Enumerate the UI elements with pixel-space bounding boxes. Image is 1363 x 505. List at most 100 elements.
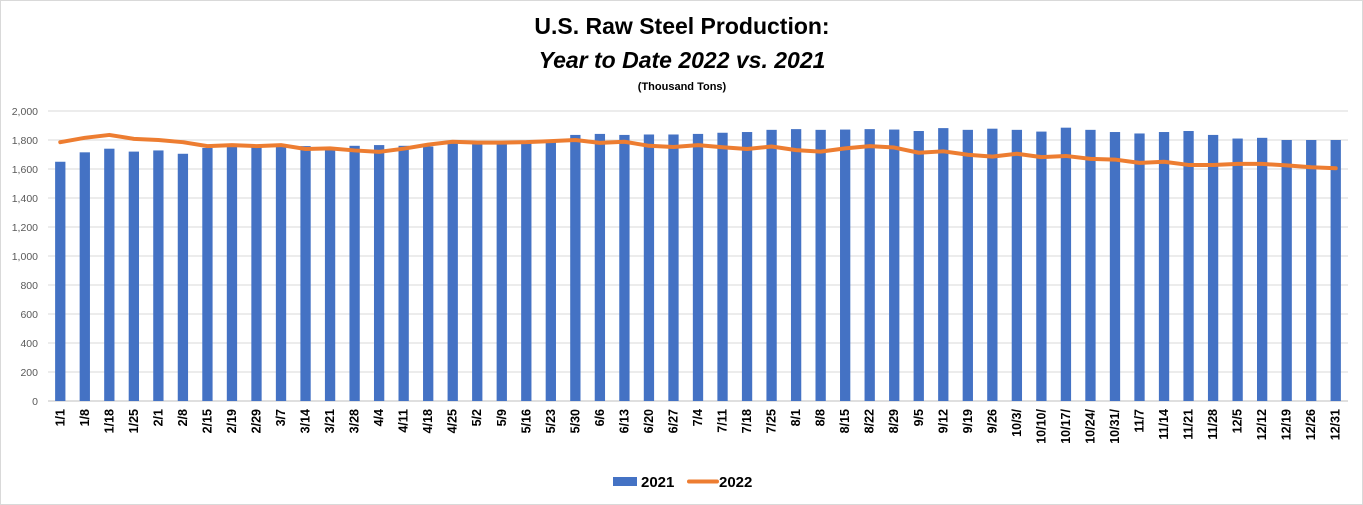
x-tick-label: 12/31 <box>1329 409 1343 440</box>
legend: 2021 2022 <box>613 474 752 491</box>
y-tick-label: 0 <box>32 396 38 408</box>
x-tick-label: 9/26 <box>985 409 999 433</box>
legend-label-2022: 2022 <box>719 474 752 491</box>
x-tick-label: 1/1 <box>53 409 67 426</box>
line-2022 <box>58 132 1338 171</box>
bar-2021 <box>741 132 753 401</box>
bar-2021 <box>717 132 728 401</box>
x-tick-label: 8/29 <box>887 409 901 433</box>
x-tick-label: 12/19 <box>1280 409 1294 440</box>
line-2022-path <box>58 132 1338 171</box>
x-tick-label: 8/8 <box>814 409 828 426</box>
x-tick-label: 12/26 <box>1304 409 1318 440</box>
bar-2021 <box>913 131 924 401</box>
x-tick-label: 11/28 <box>1206 409 1220 440</box>
x-tick-label: 2/15 <box>200 409 214 433</box>
x-tick-label: 1/18 <box>102 409 116 433</box>
chart-title-line1: U.S. Raw Steel Production: <box>534 13 829 39</box>
x-tick-label: 10/31/ <box>1108 408 1122 443</box>
x-tick-label: 4/25 <box>446 409 460 433</box>
bar-2021 <box>79 152 90 401</box>
bar-2021 <box>987 128 998 401</box>
x-axis-ticks: 1/1 1/8 1/18 1/25 2/1 2/8 2/15 2/19 2/29 3/7 3/14 3… <box>53 408 1342 443</box>
x-tick-label: 1/8 <box>78 409 92 426</box>
x-tick-label: 10/24/ <box>1083 408 1097 443</box>
bar-2021 <box>447 142 458 401</box>
x-tick-label: 2/8 <box>176 409 190 426</box>
bar-2021 <box>1158 132 1170 401</box>
x-tick-label: 1/25 <box>127 409 141 433</box>
bar-2021 <box>55 161 66 401</box>
bar-2021 <box>275 146 287 401</box>
x-tick-label: 10/3/ <box>1010 408 1024 436</box>
x-tick-label: 11/7 <box>1133 409 1147 433</box>
y-tick-label: 1,400 <box>12 193 38 205</box>
bar-2021 <box>1232 138 1243 402</box>
bar-2021 <box>570 134 581 402</box>
bar-2021 <box>1085 129 1096 401</box>
bar-2021 <box>496 143 507 401</box>
bar-2021 <box>643 134 655 402</box>
x-tick-label: 10/10/ <box>1034 408 1048 443</box>
y-tick-label: 1,200 <box>12 222 38 234</box>
bar-2021 <box>1011 129 1023 401</box>
bar-2021 <box>815 129 826 401</box>
x-tick-label: 10/17/ <box>1059 408 1073 443</box>
x-tick-label: 11/21 <box>1182 409 1196 440</box>
x-tick-label: 3/14 <box>299 409 313 433</box>
bar-2021 <box>1207 134 1219 402</box>
x-tick-label: 2/29 <box>249 409 263 433</box>
bar-2021 <box>864 129 875 401</box>
x-tick-label: 4/11 <box>397 409 411 433</box>
x-tick-label: 8/22 <box>863 409 877 433</box>
x-tick-label: 4/18 <box>421 409 435 433</box>
bar-2021 <box>251 146 262 401</box>
x-tick-label: 6/13 <box>617 409 631 433</box>
bar-2021 <box>668 134 679 402</box>
x-tick-label: 3/28 <box>348 409 362 433</box>
y-tick-label: 1,800 <box>12 135 38 147</box>
bar-2021 <box>889 129 900 401</box>
chart-title-line2: Year to Date 2022 vs. 2021 <box>539 47 826 73</box>
x-tick-label: 6/20 <box>642 409 656 433</box>
x-tick-label: 12/5 <box>1231 409 1245 433</box>
bar-2021 <box>373 145 385 401</box>
x-tick-label: 4/4 <box>372 409 386 426</box>
x-tick-label: 7/25 <box>765 409 779 433</box>
y-tick-label: 400 <box>20 338 38 350</box>
bar-2021 <box>153 150 164 401</box>
legend-swatch-2021 <box>613 477 637 486</box>
y-tick-label: 2,000 <box>12 106 38 118</box>
bar-2021 <box>202 147 213 401</box>
x-tick-label: 6/6 <box>593 409 607 426</box>
x-tick-label: 12/12 <box>1255 409 1269 440</box>
y-tick-label: 800 <box>20 280 38 292</box>
bar-2021 <box>962 129 973 401</box>
bar-2021 <box>938 128 949 402</box>
bar-2021 <box>349 145 360 401</box>
bar-2021 <box>1306 140 1317 401</box>
y-tick-label: 600 <box>20 309 38 321</box>
bar-2021 <box>472 143 483 401</box>
bar-2021 <box>1036 131 1047 401</box>
bar-2021 <box>324 147 336 401</box>
chart-subtitle: (Thousand Tons) <box>638 81 727 93</box>
x-tick-label: 5/30 <box>568 409 582 433</box>
x-tick-label: 3/7 <box>274 409 288 426</box>
bar-2021 <box>790 129 802 401</box>
x-tick-label: 3/21 <box>323 409 337 433</box>
x-tick-label: 5/9 <box>495 409 509 426</box>
y-axis-ticks: 0 200 400 600 800 1,000 1,200 1,400 1,600 1,800 2,… <box>12 106 38 408</box>
bar-2021 <box>1109 132 1121 401</box>
bar-2021 <box>300 146 311 401</box>
bar-2021 <box>1281 140 1292 401</box>
bar-2021 <box>423 146 434 401</box>
x-tick-label: 5/2 <box>470 409 484 426</box>
x-tick-label: 8/1 <box>789 409 803 426</box>
x-tick-label: 9/19 <box>961 409 975 433</box>
legend-label-2021: 2021 <box>641 474 674 491</box>
bar-2021 <box>521 142 532 401</box>
bar-2021 <box>594 133 606 401</box>
bars-2021 <box>55 127 1341 402</box>
